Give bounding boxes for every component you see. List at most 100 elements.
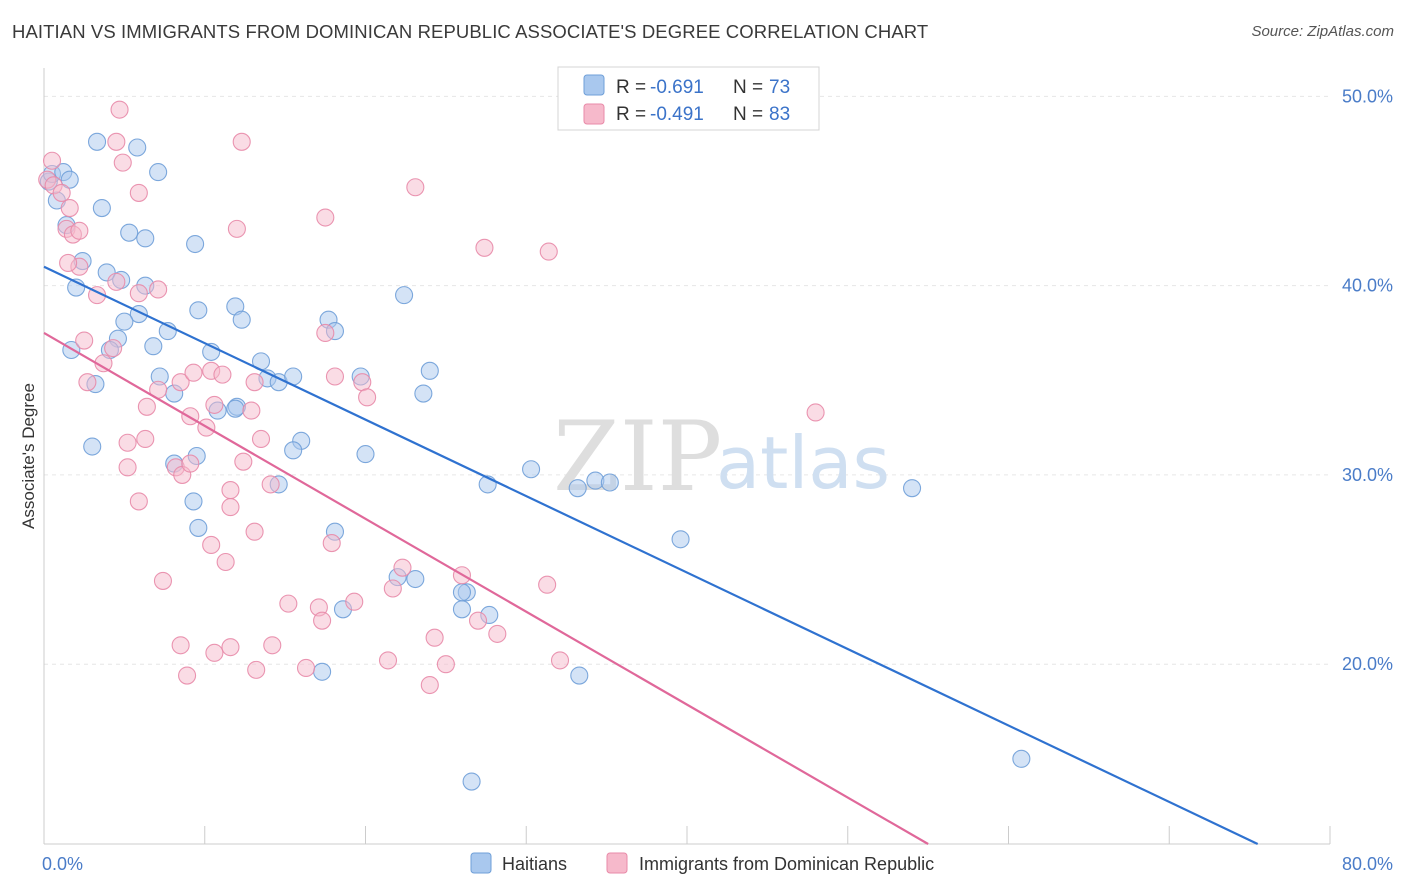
x-axis-ticks [204, 826, 1331, 844]
dominican-point [539, 242, 558, 261]
dominican-point [358, 388, 377, 407]
dominican-point [149, 280, 168, 299]
dominican-point [137, 397, 156, 416]
dominican-point [59, 253, 78, 272]
dominican-point [436, 655, 455, 674]
dominican-point [475, 238, 494, 257]
haitians-point [420, 361, 439, 380]
haitians-point [284, 441, 303, 460]
trend-lines [43, 265, 1259, 845]
dominican-point [383, 579, 402, 598]
haitians-point [60, 170, 79, 189]
haitians-point [232, 310, 251, 329]
dominican-point [136, 429, 155, 449]
haitians-point [136, 229, 155, 248]
dominican-point [129, 284, 148, 303]
haitians-point [452, 583, 472, 602]
haitians-point [189, 518, 208, 537]
dominican-point [221, 638, 240, 657]
legend-r-label-2: R = [616, 104, 646, 125]
dominican-point [216, 552, 235, 572]
y-axis-tick-labels: 20.0% 30.0% 40.0% 50.0% [1342, 86, 1393, 674]
dominican-point [345, 592, 364, 611]
legend-r-label-1: R = [616, 77, 646, 98]
haitians-point [226, 399, 245, 418]
dominican-point [353, 373, 372, 392]
haitians-point [522, 460, 541, 479]
chart-title: HAITIAN VS IMMIGRANTS FROM DOMINICAN REP… [12, 21, 929, 42]
dominican-point [60, 199, 79, 218]
dominican-point [251, 429, 271, 449]
dominican-points [38, 100, 825, 695]
dominican-point [118, 458, 137, 477]
grid-lines [44, 95, 1330, 665]
dominican-point [70, 221, 89, 240]
dominican-point [393, 558, 412, 577]
dominican-point [325, 367, 345, 386]
haitians-point [313, 662, 332, 681]
haitians-trend-line [43, 265, 1259, 845]
dominican-point [425, 628, 444, 647]
haitians-point [92, 199, 111, 218]
x-axis-tick-labels: 0.0% 80.0% [42, 854, 1393, 874]
dominican-point [213, 365, 232, 384]
dominican-point [129, 183, 148, 202]
dominican-point [232, 132, 251, 151]
correlation-legend: R = -0.691 N = 73 R = -0.491 N = 83 [557, 66, 820, 131]
dominican-point [205, 395, 224, 414]
x-tick-label: 80.0% [1342, 854, 1393, 874]
dominican-trend-line [43, 332, 929, 845]
haitians-point [356, 445, 375, 464]
y-tick-label: 40.0% [1342, 276, 1393, 296]
dominican-point [153, 571, 173, 590]
dominican-point [221, 481, 240, 500]
haitians-point [671, 530, 690, 549]
dominican-point [406, 178, 425, 197]
dominican-point [242, 401, 261, 420]
bottom-legend-swatch-haitians [470, 852, 492, 874]
haitians-point [83, 437, 102, 456]
haitians-point [414, 384, 433, 403]
haitians-point [128, 138, 147, 157]
y-tick-label: 20.0% [1342, 654, 1393, 674]
haitians-point [395, 286, 414, 305]
dominican-point [488, 624, 507, 643]
dominican-point [538, 575, 557, 594]
chart-source: Source: ZipAtlas.com [1251, 23, 1394, 40]
dominican-point [247, 660, 266, 679]
dominican-point [313, 611, 332, 630]
dominican-point [263, 636, 282, 655]
dominican-point [42, 151, 62, 170]
haitians-point [600, 473, 619, 492]
dominican-point [107, 272, 126, 291]
dominican-point [107, 132, 126, 151]
legend-r-value-2: -0.491 [650, 104, 704, 125]
dominican-point [261, 475, 280, 494]
y-tick-label: 30.0% [1342, 465, 1393, 485]
y-axis-label: Associate's Degree [19, 383, 38, 529]
legend-n-value-2: 83 [769, 104, 790, 125]
dominican-point [234, 452, 253, 471]
haitians-point [570, 666, 589, 685]
legend-swatch-haitians [583, 74, 605, 96]
dominican-point [181, 454, 200, 473]
dominican-point [113, 153, 132, 172]
haitians-point [87, 132, 107, 151]
haitians-point [452, 600, 472, 619]
haitians-point [186, 234, 205, 254]
x-tick-label: 0.0% [42, 854, 83, 874]
dominican-point [468, 611, 488, 630]
haitians-point [144, 337, 163, 356]
dominican-point [296, 658, 316, 678]
haitians-point [406, 569, 425, 589]
haitians-point [462, 772, 481, 791]
dominican-point [316, 208, 335, 227]
dominican-point [205, 643, 224, 662]
bottom-legend-swatch-dominican [606, 852, 628, 874]
dominican-point [110, 100, 129, 119]
dominican-point [322, 534, 341, 553]
haitians-point [1012, 749, 1031, 768]
bottom-legend-label-haitians: Haitians [502, 854, 567, 874]
dominican-point [316, 323, 335, 343]
